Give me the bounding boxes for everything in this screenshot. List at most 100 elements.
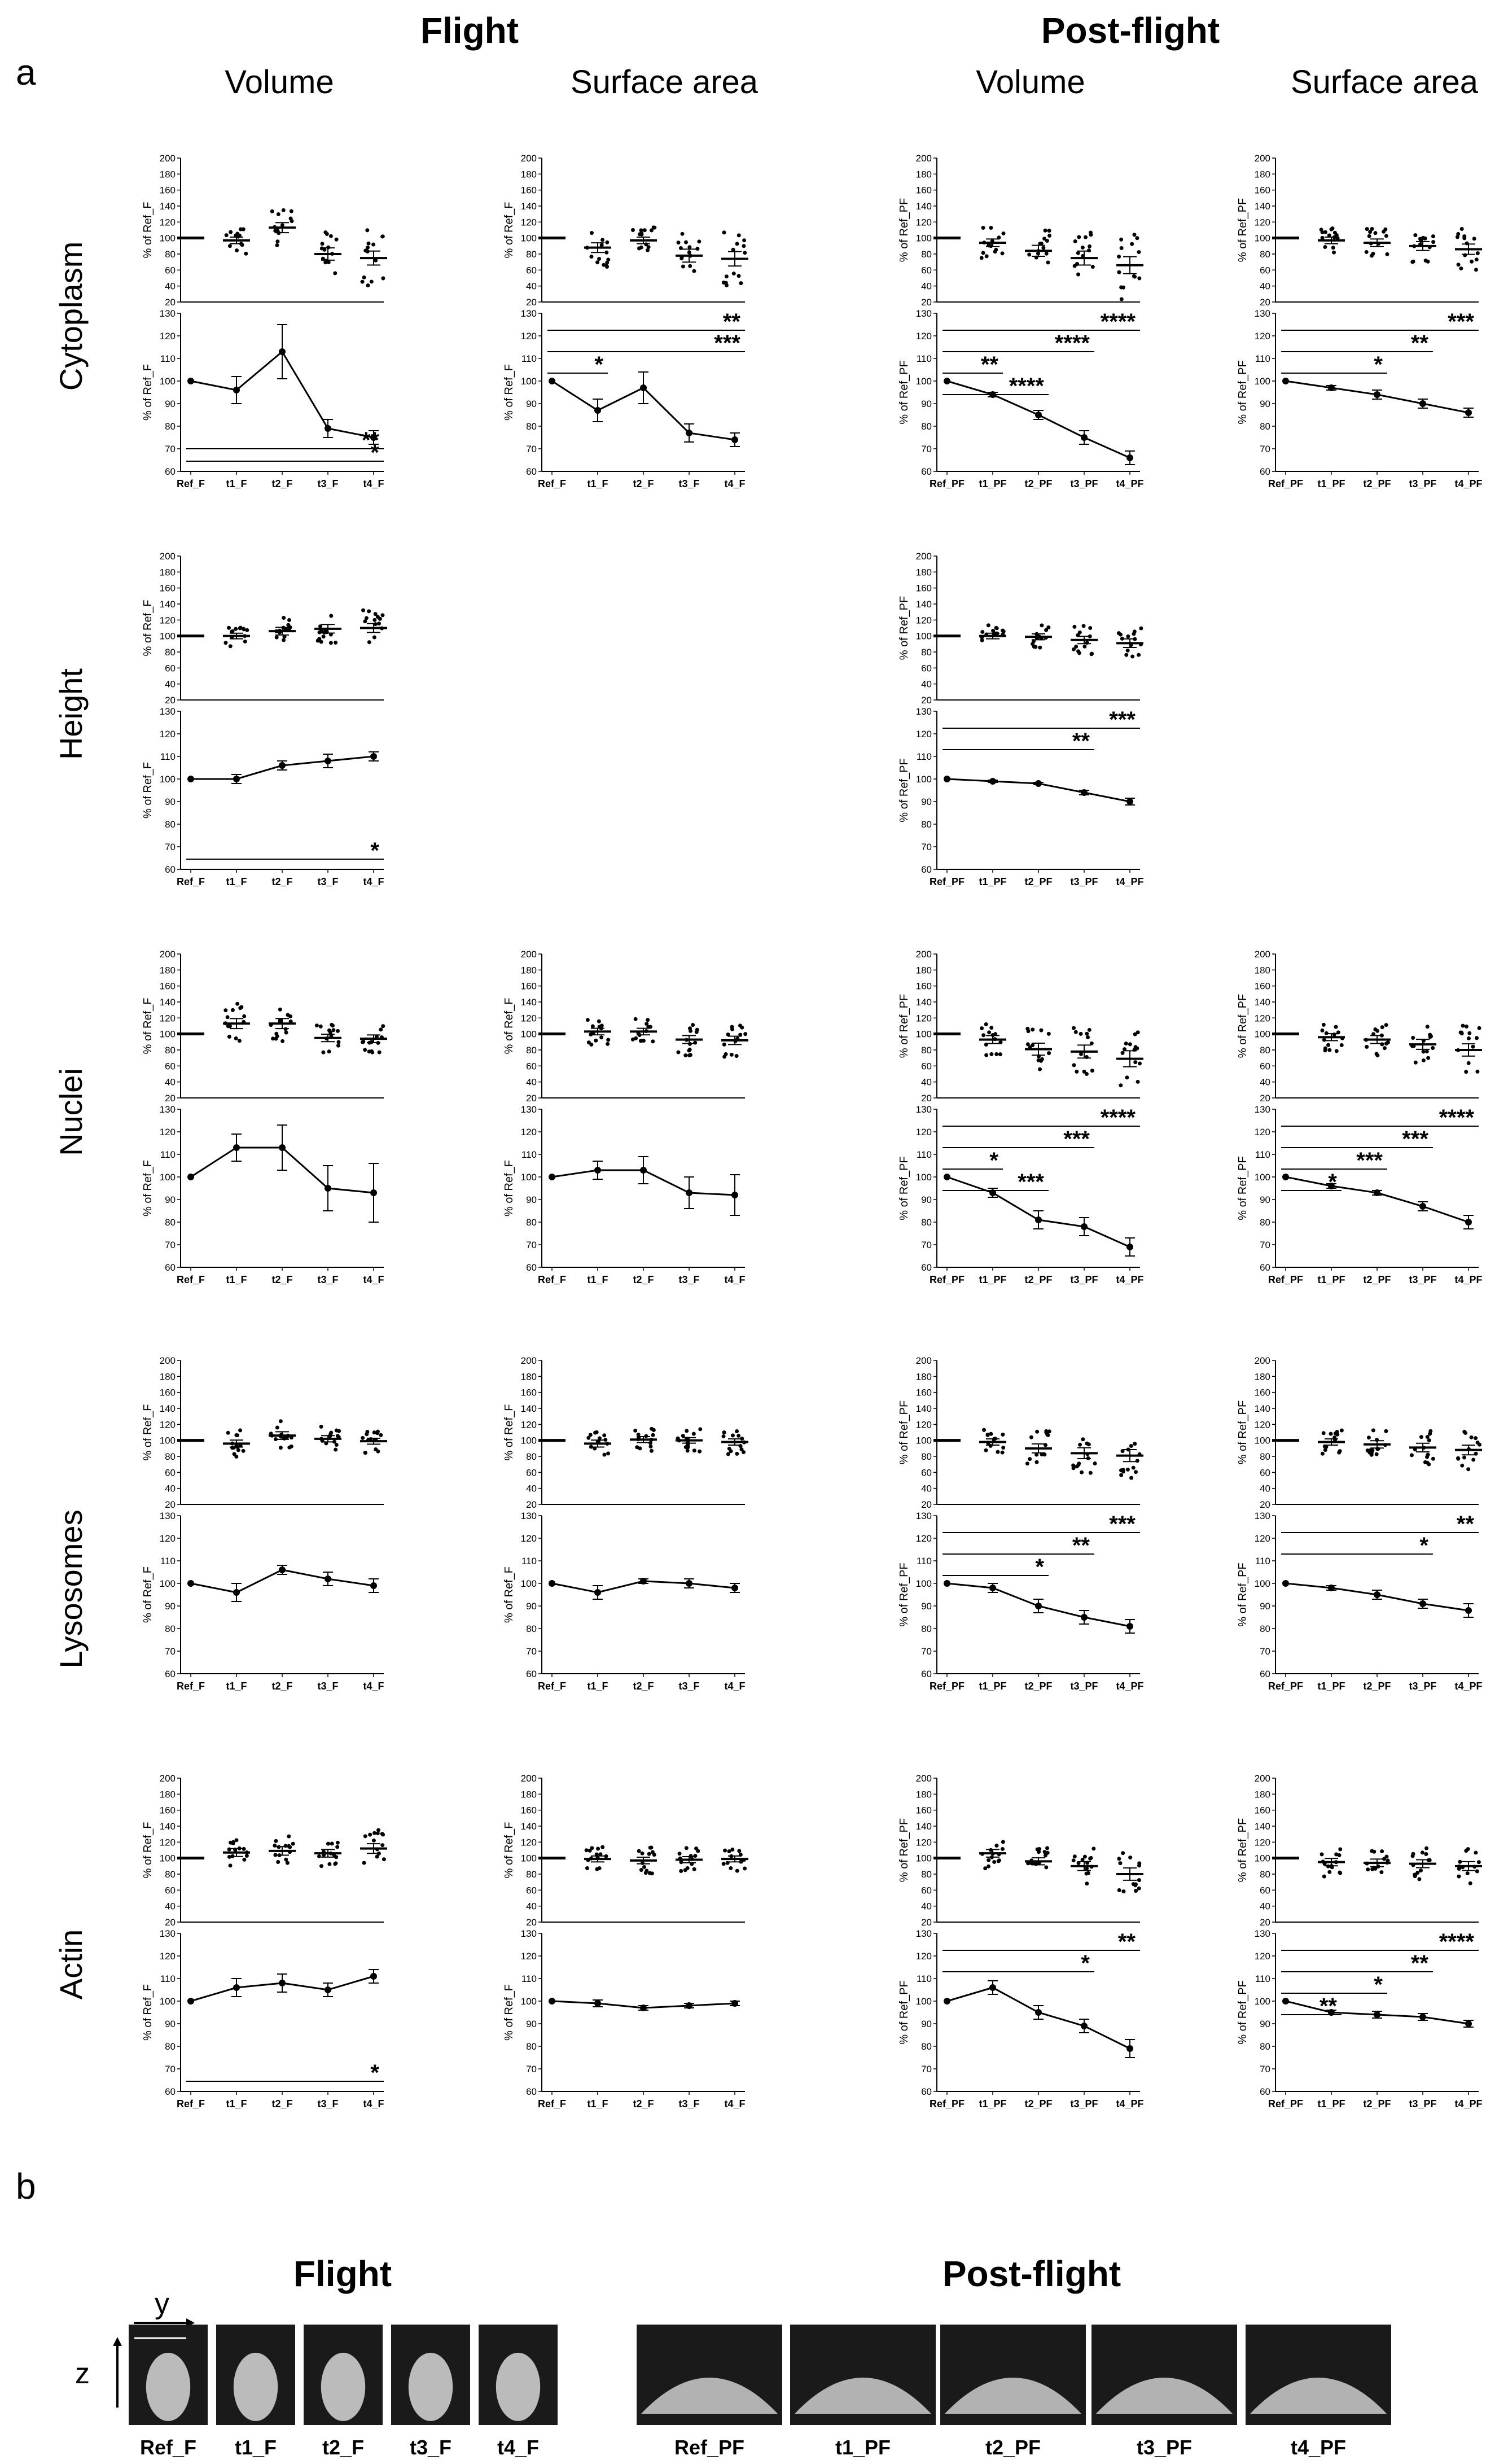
dot-point bbox=[333, 1862, 337, 1866]
dot-point bbox=[1038, 645, 1042, 650]
dot-point bbox=[227, 244, 232, 248]
dot-point bbox=[1474, 257, 1479, 262]
dot-point bbox=[598, 1852, 603, 1857]
dot-ytick-label: 180 bbox=[1255, 965, 1270, 975]
mean-point bbox=[989, 1585, 996, 1591]
mean-point bbox=[1465, 2020, 1472, 2027]
chart-act_ps: 20 40 60 80 100 120 140 160 180 200 % of Ref_PF 60 7… bbox=[1237, 1773, 1483, 2110]
dot-point bbox=[645, 1868, 649, 1873]
dot-point bbox=[1124, 653, 1129, 657]
xtick-label: t4_PF bbox=[1454, 478, 1482, 489]
dot-point bbox=[698, 1449, 702, 1454]
dot-point bbox=[376, 1828, 380, 1832]
line-ytick-label: 110 bbox=[160, 353, 176, 364]
dot-point bbox=[335, 1840, 340, 1845]
dot-point bbox=[1130, 242, 1134, 246]
dot-point bbox=[639, 232, 644, 237]
mean-point bbox=[325, 1575, 331, 1582]
dot-point bbox=[1379, 1870, 1384, 1875]
dot-ytick-label: 140 bbox=[1255, 1403, 1270, 1414]
dot-point bbox=[291, 1841, 295, 1846]
line-ytick-label: 110 bbox=[521, 1149, 537, 1160]
dot-point bbox=[1073, 239, 1077, 243]
line-ytick-label: 110 bbox=[521, 1556, 537, 1566]
postflight-cell-image: t2_PF bbox=[940, 2325, 1086, 2459]
dot-ytick-label: 160 bbox=[916, 583, 932, 594]
flight-cell-image: Ref_F bbox=[129, 2325, 208, 2459]
image-label: t4_PF bbox=[1291, 2436, 1346, 2459]
mean-point bbox=[1126, 798, 1133, 805]
line-ytick-label: 130 bbox=[521, 1104, 537, 1115]
dot-point bbox=[639, 1868, 643, 1872]
dot-point bbox=[1334, 1049, 1339, 1053]
dot-ytick-label: 160 bbox=[160, 981, 176, 992]
dot-point bbox=[1046, 625, 1051, 629]
dot-ytick-label: 180 bbox=[916, 169, 932, 180]
dot-point bbox=[734, 1054, 739, 1058]
dot-point bbox=[234, 1036, 238, 1040]
dot-point bbox=[1385, 252, 1389, 256]
line-ytick-label: 130 bbox=[521, 1511, 537, 1521]
xtick-label: t2_PF bbox=[1024, 2098, 1052, 2110]
dot-point bbox=[687, 245, 692, 250]
dot-point bbox=[649, 228, 654, 233]
line-ytick-label: 120 bbox=[916, 729, 932, 739]
dot-point bbox=[317, 1854, 321, 1858]
dot-point bbox=[724, 274, 729, 279]
line-ytick-label: 100 bbox=[160, 376, 176, 387]
dot-point bbox=[1089, 233, 1093, 237]
cell-shape bbox=[641, 2378, 778, 2414]
line-ytick-label: 120 bbox=[916, 1533, 932, 1544]
dot-ytick-label: 40 bbox=[165, 1077, 176, 1088]
dot-point bbox=[235, 248, 239, 253]
xtick-label: t3_PF bbox=[1409, 1274, 1436, 1285]
mean-point bbox=[686, 1189, 692, 1196]
image-label: Ref_PF bbox=[674, 2436, 744, 2459]
xtick-label: t4_PF bbox=[1116, 876, 1143, 887]
dot-point bbox=[721, 1862, 726, 1866]
mean-point bbox=[279, 1566, 286, 1573]
dot-ytick-label: 80 bbox=[165, 1045, 176, 1056]
dot-point bbox=[994, 247, 998, 252]
dot-ytick-label: 80 bbox=[921, 249, 932, 260]
line-ytick-label: 80 bbox=[165, 421, 176, 432]
dot-point bbox=[319, 629, 323, 633]
dot-point bbox=[380, 1832, 384, 1836]
dot-point bbox=[1031, 1027, 1035, 1032]
dot-point bbox=[236, 1448, 240, 1452]
mean-point bbox=[686, 2002, 692, 2009]
dot-point bbox=[1131, 1882, 1136, 1887]
dot-point bbox=[1320, 1028, 1325, 1032]
dot-point bbox=[685, 1866, 690, 1870]
dot-point bbox=[1374, 1452, 1379, 1456]
dot-ytick-label: 60 bbox=[165, 1885, 176, 1896]
dot-point bbox=[984, 1053, 989, 1057]
dot-ytick-label: 160 bbox=[1255, 185, 1270, 196]
dot-point bbox=[232, 1452, 236, 1456]
chart-act_pv: 20 40 60 80 100 120 140 160 180 200 % of Ref_PF 60 7… bbox=[898, 1773, 1144, 2110]
dot-point bbox=[1071, 1858, 1076, 1863]
significance-label: ** bbox=[1411, 1951, 1429, 1976]
dot-ytick-label: 200 bbox=[916, 153, 932, 164]
dot-ytick-label: 100 bbox=[916, 233, 932, 244]
dot-point bbox=[1371, 1428, 1375, 1433]
dot-point bbox=[361, 1039, 366, 1044]
dot-point bbox=[1426, 1056, 1431, 1060]
dot-ytick-label: 40 bbox=[921, 1483, 932, 1494]
xtick-label: t1_F bbox=[226, 876, 247, 887]
dot-point bbox=[363, 1048, 367, 1052]
line-ylabel: % of Ref_PF bbox=[1237, 1980, 1249, 2044]
dot-ytick-label: 140 bbox=[1255, 201, 1270, 212]
dot-point bbox=[1133, 1032, 1137, 1036]
dot-point bbox=[1459, 226, 1464, 231]
dot-ytick-label: 20 bbox=[526, 1499, 537, 1510]
dot-ytick-label: 20 bbox=[165, 1093, 176, 1104]
dot-point bbox=[687, 1047, 692, 1052]
line-ytick-label: 70 bbox=[1260, 1646, 1270, 1657]
dot-point bbox=[287, 1834, 291, 1839]
col-title-postflight-surface: Surface area bbox=[1291, 64, 1479, 100]
line-ytick-label: 110 bbox=[521, 1973, 537, 1984]
mean-point bbox=[1419, 1600, 1426, 1607]
dot-point bbox=[336, 1040, 341, 1044]
dot-point bbox=[1320, 235, 1325, 240]
